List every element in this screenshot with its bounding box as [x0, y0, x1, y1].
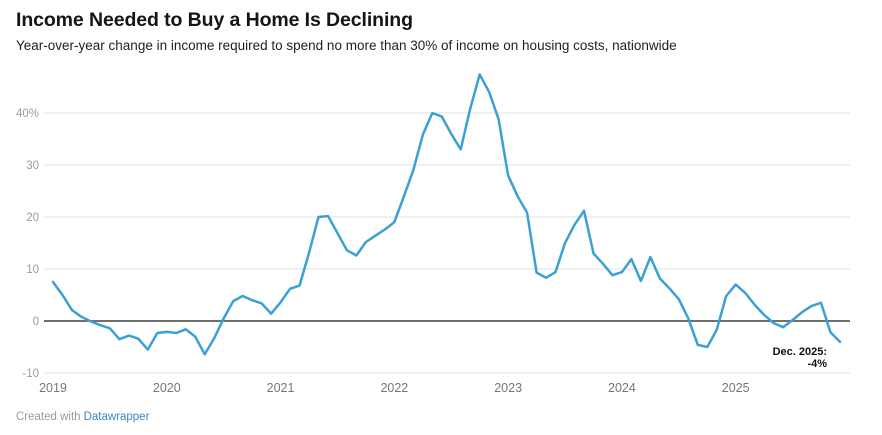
x-tick-label: 2022 — [380, 381, 408, 395]
chart-title: Income Needed to Buy a Home Is Declining — [16, 9, 413, 31]
x-tick-label: 2025 — [722, 381, 750, 395]
y-tick-label: 30 — [26, 160, 39, 172]
annotation-dec-2025-line1: Dec. 2025: — [773, 346, 827, 358]
x-tick-label: 2019 — [39, 381, 67, 395]
datawrapper-link[interactable]: Datawrapper — [83, 411, 150, 423]
footer-text: Created with — [16, 411, 81, 423]
y-tick-label: 40% — [16, 108, 39, 120]
series-layer — [51, 73, 842, 356]
grid-layer — [44, 112, 850, 374]
y-tick-label: 20 — [26, 212, 39, 224]
x-tick-label: 2024 — [608, 381, 636, 395]
x-tick-label: 2020 — [153, 381, 181, 395]
y-tick-label: -10 — [22, 368, 39, 380]
income-change-line — [51, 73, 842, 356]
chart-header: Income Needed to Buy a Home Is Declining… — [0, 0, 882, 60]
x-tick-label: 2023 — [494, 381, 522, 395]
chart-footer: Created with Datawrapper — [0, 400, 882, 423]
x-tick-label: 2021 — [267, 381, 295, 395]
chart-subtitle: Year-over-year change in income required… — [16, 38, 677, 53]
annotation-dec-2025-line2: -4% — [807, 358, 827, 370]
y-tick-label: 10 — [26, 264, 39, 276]
y-tick-label: 0 — [33, 316, 39, 328]
